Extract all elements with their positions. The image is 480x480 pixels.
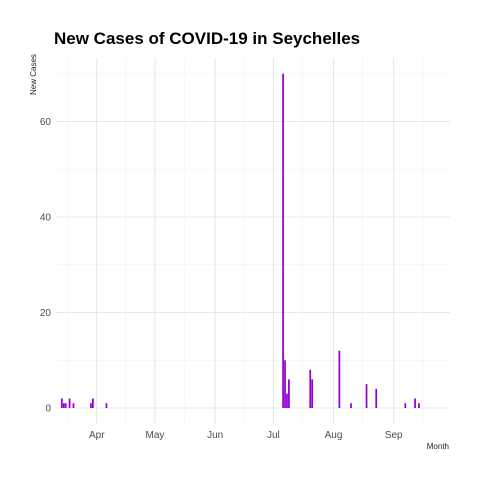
bar: [418, 403, 420, 408]
bar: [105, 403, 108, 408]
bar: [60, 398, 63, 408]
bar: [311, 379, 314, 408]
gridlines: [56, 58, 450, 424]
chart-title: New Cases of COVID-19 in Seychelles: [54, 29, 360, 48]
bar: [92, 398, 94, 408]
x-tick-label: Sep: [385, 430, 403, 441]
bar: [284, 360, 286, 408]
x-tick-labels: Apr May Jun Jul Aug Sep: [89, 430, 403, 441]
bar: [414, 398, 416, 408]
x-tick-label: Jun: [207, 430, 223, 441]
y-tick-label: 20: [40, 308, 52, 319]
bars: [60, 73, 420, 409]
y-tick-label: 40: [40, 213, 52, 224]
bar: [286, 393, 288, 408]
bar: [365, 384, 368, 409]
bar: [282, 73, 284, 408]
bar: [375, 388, 378, 408]
bar: [338, 350, 341, 408]
bar: [62, 403, 65, 408]
x-axis-label: Month: [427, 442, 449, 451]
y-axis-label: New Cases: [29, 54, 38, 95]
bar: [90, 403, 92, 408]
bar: [309, 369, 312, 408]
bar: [404, 403, 407, 408]
x-tick-label: Jul: [267, 430, 280, 441]
bar: [350, 403, 352, 408]
y-tick-label: 60: [40, 117, 52, 128]
x-tick-label: Apr: [89, 430, 105, 441]
y-tick-label: 0: [45, 404, 51, 415]
bar: [72, 403, 75, 408]
y-tick-labels: 0 20 40 60: [40, 117, 52, 415]
x-tick-label: May: [146, 430, 165, 441]
bar: [288, 379, 290, 408]
x-tick-label: Aug: [325, 430, 343, 441]
bar: [64, 403, 67, 408]
bar: [68, 398, 71, 408]
